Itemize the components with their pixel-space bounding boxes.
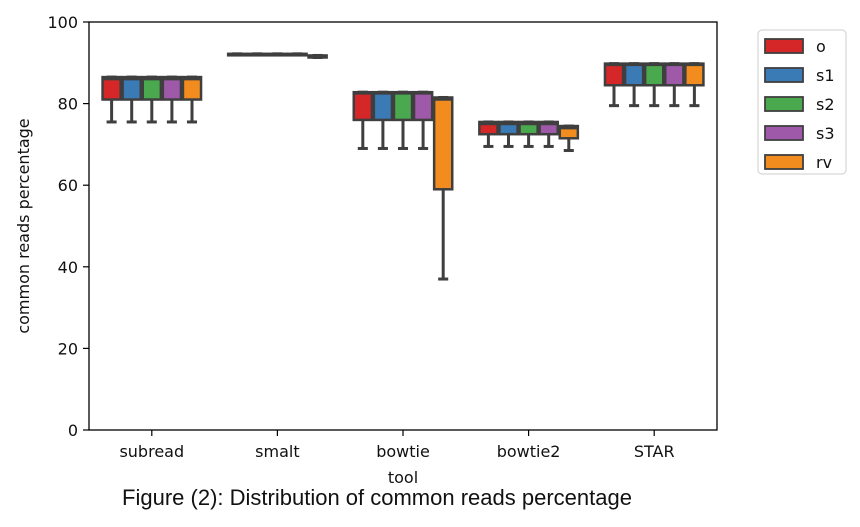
plot-area	[88, 21, 718, 431]
legend-swatch	[764, 38, 804, 54]
x-axis: subread smalt bowtie bowtie2 STAR	[119, 430, 675, 461]
y-axis-label: common reads percentage	[14, 118, 33, 333]
box-o-STAR	[603, 62, 625, 108]
legend-item-s3: s3	[764, 124, 835, 143]
box-body	[603, 62, 625, 87]
box-rv-bowtie2	[558, 124, 580, 153]
box-body	[663, 62, 685, 87]
x-tick-label: smalt	[255, 442, 299, 461]
legend-item-rv: rv	[764, 153, 832, 172]
box-body	[392, 90, 414, 122]
box-s2-bowtie	[392, 90, 414, 150]
y-axis: 0 20 40 60 80 100	[47, 13, 89, 440]
y-tick-label: 100	[47, 13, 78, 32]
box-s1-bowtie2	[498, 120, 519, 148]
box-body	[623, 62, 645, 87]
x-axis-label: tool	[388, 468, 418, 487]
box-body	[412, 90, 434, 122]
box-o-bowtie	[352, 90, 374, 150]
legend-swatch	[764, 125, 804, 141]
box-rv-STAR	[684, 62, 705, 108]
legend: o s1 s2 s3 rv	[757, 29, 847, 175]
legend-label: rv	[816, 153, 832, 172]
box-o-subread	[101, 75, 122, 124]
y-tick-label: 0	[68, 421, 78, 440]
y-tick-label: 80	[58, 95, 78, 114]
box-body	[141, 75, 163, 101]
box-rv-bowtie	[432, 95, 454, 281]
box-body	[121, 75, 143, 101]
x-tick-label: STAR	[634, 442, 675, 461]
box-body	[352, 90, 374, 122]
y-tick-label: 60	[58, 176, 78, 195]
box-s3-STAR	[663, 62, 685, 108]
legend-label: s2	[816, 95, 835, 114]
box-s3-bowtie2	[538, 120, 559, 148]
box-s1-STAR	[623, 62, 645, 108]
box-rv-subread	[181, 75, 203, 124]
legend-swatch	[764, 154, 804, 170]
box-body	[684, 62, 705, 87]
x-tick-label: subread	[119, 442, 184, 461]
box-body	[643, 62, 665, 87]
box-o-bowtie2	[478, 120, 499, 148]
y-tick-label: 40	[58, 258, 78, 277]
box-body	[432, 96, 454, 191]
box-s2-smalt	[267, 52, 288, 57]
box-body	[181, 75, 203, 101]
legend-label: s3	[816, 124, 835, 143]
box-s2-STAR	[643, 62, 665, 108]
box-s1-subread	[121, 75, 143, 124]
x-tick-label: bowtie2	[497, 442, 561, 461]
legend-swatch	[764, 67, 804, 83]
box-s1-bowtie	[372, 90, 394, 150]
box-o-smalt	[226, 52, 248, 57]
figure-caption: Figure (2): Distribution of common reads…	[122, 485, 632, 510]
legend-item-o: o	[764, 37, 826, 56]
box-s3-smalt	[287, 52, 308, 57]
box-s1-smalt	[247, 52, 268, 57]
box-s3-bowtie	[412, 90, 434, 150]
box-body	[372, 90, 394, 122]
legend-label: o	[816, 37, 826, 56]
box-rv-smalt	[307, 53, 328, 59]
box-body	[161, 75, 183, 101]
legend-item-s2: s2	[764, 95, 835, 114]
legend-swatch	[764, 96, 804, 112]
y-tick-label: 20	[58, 339, 78, 358]
x-tick-label: bowtie	[376, 442, 430, 461]
box-s2-subread	[141, 75, 163, 124]
box-s2-bowtie2	[518, 120, 539, 148]
box-body	[101, 75, 122, 101]
legend-item-s1: s1	[764, 66, 835, 85]
box-s3-subread	[161, 75, 183, 124]
legend-label: s1	[816, 66, 835, 85]
